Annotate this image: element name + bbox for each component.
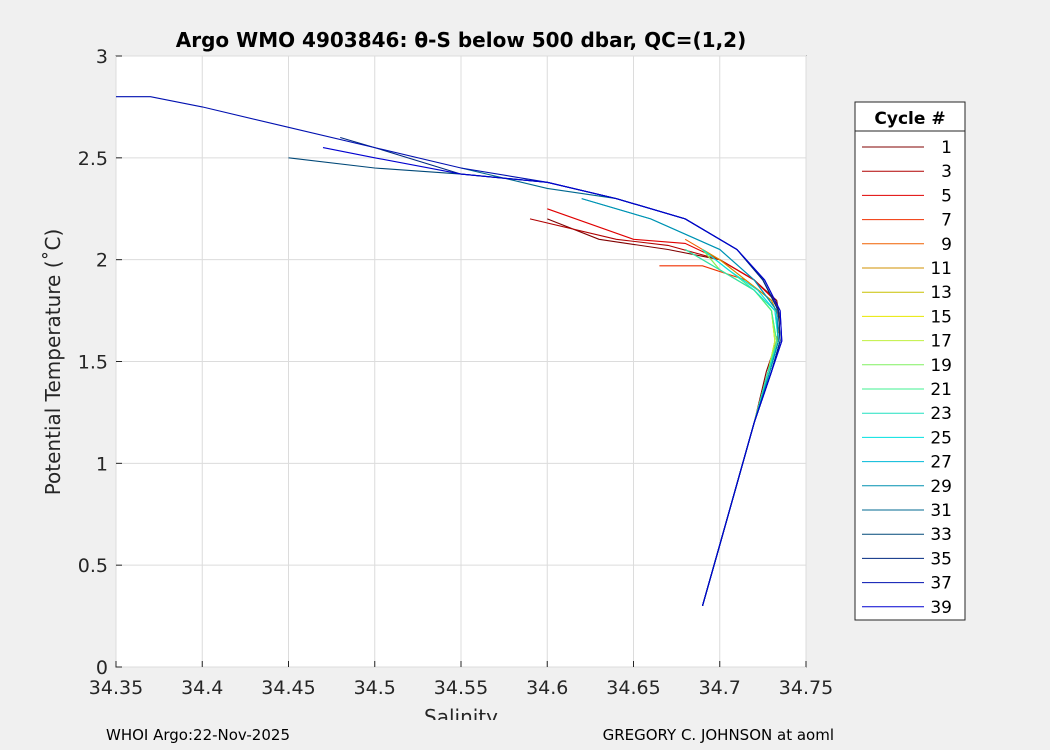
x-tick-label: 34.35 bbox=[89, 677, 143, 699]
x-tick-label: 34.55 bbox=[434, 677, 488, 699]
legend-entry-label: 19 bbox=[930, 356, 952, 376]
y-tick-label: 2 bbox=[96, 250, 108, 272]
legend-entry-label: 7 bbox=[941, 211, 952, 231]
x-tick-label: 34.5 bbox=[354, 677, 396, 699]
footer-right: GREGORY C. JOHNSON at aoml bbox=[602, 726, 834, 744]
legend-entry-label: 35 bbox=[930, 549, 952, 569]
legend-entry-label: 27 bbox=[930, 453, 952, 473]
chart-title: Argo WMO 4903846: θ-S below 500 dbar, QC… bbox=[176, 28, 746, 52]
legend-entry-label: 1 bbox=[941, 138, 952, 158]
y-tick-label: 0.5 bbox=[78, 555, 108, 577]
legend: Cycle # 13579111315171921232527293133353… bbox=[854, 101, 966, 621]
legend-entry-label: 5 bbox=[941, 186, 952, 206]
y-tick-label: 1 bbox=[96, 453, 108, 475]
footer-left: WHOI Argo:22-Nov-2025 bbox=[106, 726, 290, 744]
y-tick-label: 2.5 bbox=[78, 148, 108, 170]
x-tick-label: 34.6 bbox=[526, 677, 568, 699]
theta-s-chart: Argo WMO 4903846: θ-S below 500 dbar, QC… bbox=[41, 28, 966, 720]
y-axis-label: Potential Temperature (˚C) bbox=[41, 229, 65, 496]
legend-entry-label: 9 bbox=[941, 235, 952, 255]
legend-entry-label: 37 bbox=[930, 574, 952, 594]
legend-entry-label: 15 bbox=[930, 307, 952, 327]
x-tick-label: 34.7 bbox=[699, 677, 741, 699]
y-tick-label: 3 bbox=[96, 46, 108, 68]
legend-entry-label: 33 bbox=[930, 525, 952, 545]
series-lines bbox=[116, 96, 783, 607]
x-axis-label: Salinity bbox=[424, 705, 498, 720]
x-tick-label: 34.65 bbox=[606, 677, 660, 699]
legend-entry-label: 31 bbox=[930, 501, 952, 521]
legend-entry-label: 11 bbox=[930, 259, 952, 279]
legend-entry-label: 39 bbox=[930, 598, 952, 618]
x-tick-label: 34.45 bbox=[261, 677, 315, 699]
legend-entry-label: 13 bbox=[930, 283, 952, 303]
legend-entry-label: 21 bbox=[930, 380, 952, 400]
y-tick-label: 0 bbox=[96, 657, 108, 679]
series-line bbox=[322, 147, 783, 607]
axes: 34.35 34.4 34.45 34.5 34.55 34.6 34.65 34.7 34.7… bbox=[78, 46, 833, 699]
legend-title: Cycle # bbox=[874, 109, 945, 129]
legend-entry-label: 3 bbox=[941, 162, 952, 182]
x-tick-label: 34.75 bbox=[779, 677, 833, 699]
legend-entry-label: 17 bbox=[930, 332, 952, 352]
legend-entry-label: 25 bbox=[930, 428, 952, 448]
legend-entry-label: 23 bbox=[930, 404, 952, 424]
y-tick-label: 1.5 bbox=[78, 352, 108, 374]
legend-entry-label: 29 bbox=[930, 477, 952, 497]
x-tick-label: 34.4 bbox=[181, 677, 223, 699]
legend-box bbox=[854, 101, 966, 621]
